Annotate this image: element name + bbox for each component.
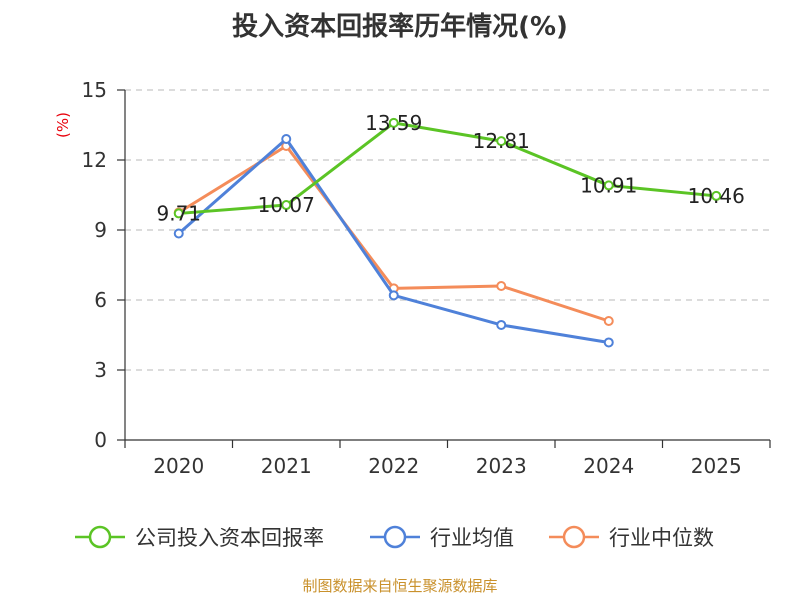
series xyxy=(173,117,722,348)
x-tick-label: 2021 xyxy=(261,454,312,478)
data-point xyxy=(603,180,614,191)
data-point xyxy=(603,337,614,348)
y-tick-label: 0 xyxy=(94,428,107,452)
axes: 0 3 6 9 12 15 2020 2021 2022 2023 2024 2025 xyxy=(82,78,771,478)
y-tick-label: 15 xyxy=(82,78,107,102)
data-point xyxy=(496,281,507,291)
legend-item[interactable]: 行业均值 xyxy=(370,525,514,550)
grid xyxy=(125,89,770,371)
data-labels: 9.71 10.07 13.59 12.81 10.91 10.46 xyxy=(156,111,744,226)
y-axis-label: (%) xyxy=(54,112,72,138)
x-tick-label: 2024 xyxy=(583,454,634,478)
legend-marker xyxy=(88,525,112,549)
y-tick-label: 12 xyxy=(82,148,107,172)
data-point xyxy=(388,290,399,301)
x-tick-label: 2022 xyxy=(368,454,419,478)
y-tick-label: 9 xyxy=(94,218,107,242)
data-point xyxy=(173,228,184,239)
series-line xyxy=(178,121,717,215)
data-point xyxy=(388,117,399,128)
legend[interactable]: 公司投入资本回报率 行业均值 行业中位数 xyxy=(75,525,714,550)
chart-title: 投入资本回报率历年情况(%) xyxy=(232,11,568,42)
data-label: 9.71 xyxy=(156,201,201,225)
legend-marker xyxy=(562,525,586,549)
y-tick-label: 3 xyxy=(94,358,107,382)
data-point xyxy=(281,200,292,211)
x-tick-label: 2023 xyxy=(476,454,527,478)
data-point xyxy=(711,190,722,201)
data-label: 10.91 xyxy=(580,173,637,197)
data-point xyxy=(281,134,292,144)
data-label: 10.46 xyxy=(688,184,745,208)
data-point xyxy=(173,208,184,219)
legend-item[interactable]: 行业中位数 xyxy=(549,525,714,550)
legend-item[interactable]: 公司投入资本回报率 xyxy=(75,525,324,550)
legend-label: 公司投入资本回报率 xyxy=(135,526,324,550)
x-tick-label: 2020 xyxy=(153,454,204,478)
data-label: 12.81 xyxy=(473,129,530,153)
legend-label: 行业中位数 xyxy=(609,526,714,550)
source-note: 制图数据来自恒生聚源数据库 xyxy=(302,577,497,595)
data-point xyxy=(603,316,614,326)
data-label: 13.59 xyxy=(365,111,422,135)
x-tick-label: 2025 xyxy=(691,454,742,478)
legend-marker xyxy=(383,525,407,549)
data-point xyxy=(496,319,507,330)
legend-label: 行业均值 xyxy=(430,526,514,550)
y-tick-label: 6 xyxy=(94,288,107,312)
series-line xyxy=(177,137,609,344)
data-label: 10.07 xyxy=(258,193,315,217)
data-point xyxy=(496,136,507,147)
